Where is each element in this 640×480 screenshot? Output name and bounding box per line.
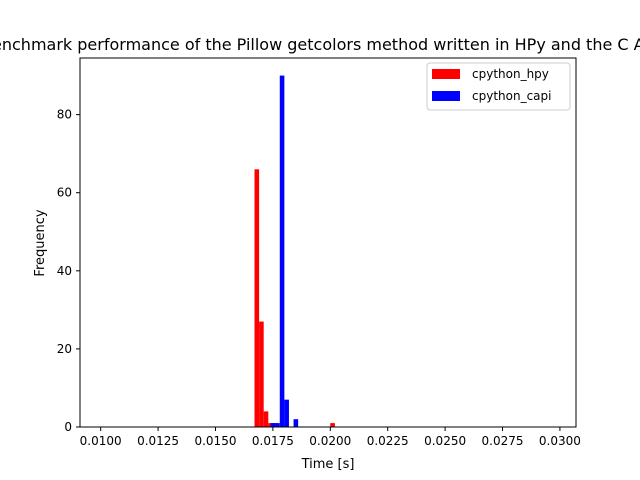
x-tick-label: 0.0275 [482, 434, 524, 448]
y-axis-label: Frequency [33, 209, 48, 276]
axes-frame [79, 57, 577, 428]
y-axis-ticks: 0 20 40 60 80 [57, 108, 80, 434]
bar-cpython_hpy-2 [263, 411, 269, 427]
y-tick-label: 40 [57, 264, 72, 278]
bar-cpython_capi-1 [275, 423, 280, 427]
y-tick-label: 20 [57, 342, 72, 356]
chart-title: Benchmark performance of the Pillow getc… [0, 35, 640, 54]
bar-cpython_capi-2 [279, 75, 285, 427]
legend-swatch-cpython_hpy [432, 69, 460, 79]
x-tick-label: 0.0100 [80, 434, 122, 448]
x-axis-label: Time [s] [301, 457, 355, 472]
legend: cpython_hpy cpython_capi [426, 62, 571, 111]
bar-cpython_hpy-5 [330, 423, 335, 427]
x-axis-ticks: 0.0100 0.0125 0.0150 0.0175 0.0200 0.0225 0.02… [80, 427, 581, 448]
bar-cpython_hpy-4 [272, 423, 278, 427]
histogram-bars [254, 75, 335, 428]
bar-cpython_capi-4 [293, 419, 299, 427]
x-tick-label: 0.0150 [194, 434, 236, 448]
x-tick-label: 0.0175 [252, 434, 294, 448]
x-tick-label: 0.0200 [309, 434, 351, 448]
x-tick-label: 0.0125 [137, 434, 179, 448]
bar-cpython_capi-3 [284, 399, 289, 427]
y-tick-label: 80 [57, 108, 72, 122]
x-tick-label: 0.0225 [367, 434, 409, 448]
bar-cpython_hpy-1 [259, 321, 264, 427]
y-tick-label: 0 [64, 420, 72, 434]
legend-label-cpython_capi: cpython_capi [472, 89, 551, 103]
x-tick-label: 0.0250 [424, 434, 466, 448]
bar-cpython_hpy-0 [254, 169, 260, 428]
legend-box [426, 62, 571, 111]
legend-swatch-cpython_capi [432, 91, 460, 101]
y-tick-label: 60 [57, 186, 72, 200]
x-tick-label: 0.0300 [539, 434, 581, 448]
bar-cpython_capi-0 [270, 423, 276, 427]
legend-label-cpython_hpy: cpython_hpy [472, 67, 549, 81]
